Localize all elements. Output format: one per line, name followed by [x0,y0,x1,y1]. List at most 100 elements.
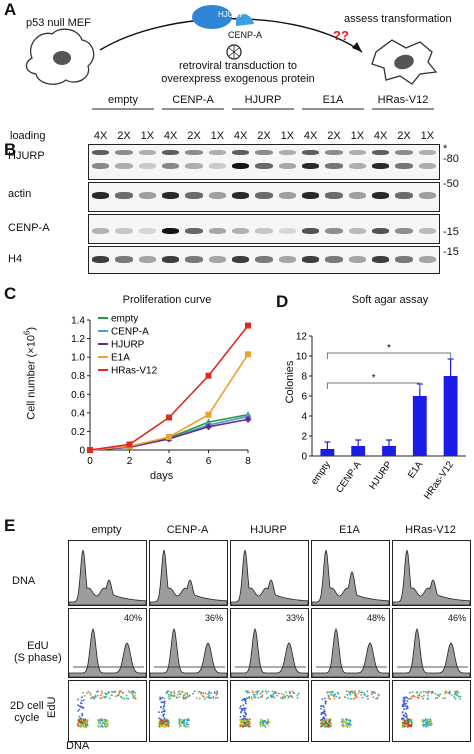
blot-marker-h4: -15 [443,246,459,258]
group-header-hras: HRas-V12 [377,94,429,106]
proliferation-title: Proliferation curve [122,294,212,306]
blot-band [255,256,273,263]
data-point-hras-v12 [245,322,251,329]
blot-band [372,150,390,155]
blot-band [185,192,203,199]
panel-label-a: A [4,0,17,19]
facs-axis-y: EdU [46,696,58,718]
loading-label-lane: 2X [327,130,341,142]
transformation-caption: assess transformation [344,13,452,25]
softagar-ytick: 6 [301,392,307,403]
edu-histogram: 48% [311,608,390,678]
blot-band [348,163,366,169]
blot-band [232,150,250,155]
proliferation-ytick: 0.4 [71,408,85,419]
dna-histogram [230,540,309,606]
blot-band [348,192,366,199]
blot-band [418,150,436,155]
transduction-line-2: overexpress exogenous protein [161,73,315,85]
blot-band [302,192,320,199]
error-bar [355,439,362,452]
loading-label-lane: 4X [303,130,318,142]
blot-band [278,256,296,263]
proliferation-ytick: 0.8 [71,371,85,382]
significance-mark: * [387,343,391,354]
blot-band [395,256,413,263]
loading-label-lane: 2X [117,130,131,142]
blot-band [208,150,226,155]
loading-label-lane: 4X [233,130,248,142]
softagar-category-label: E1A [406,459,426,481]
blot-band [162,163,180,169]
softagar-ytick: 0 [301,452,307,463]
blot-label-h4: H4 [8,253,23,265]
blot-band [278,228,296,234]
blot-band [395,163,413,169]
blot-band [232,256,250,263]
blot-band [302,150,320,155]
proliferation-ytick: 0.6 [71,390,85,401]
cell-cycle-scatter [68,680,147,742]
dna-histogram [311,540,390,606]
blot-band [162,228,180,234]
data-point-hjurp [244,415,252,423]
edu-percent: 46% [447,613,466,623]
blot-band [208,228,226,234]
blot-band [302,228,320,234]
blot-band [348,256,366,263]
blot-band [92,228,110,234]
blot-marker-actin: -50 [443,178,459,190]
blot-label-actin: actin [8,188,32,200]
blot-band [115,150,133,155]
proliferation-ytick: 0 [79,446,85,457]
blot-band [302,163,320,169]
blot-band [162,192,180,199]
cell-cycle-scatter [311,680,390,742]
blot-band [92,163,110,169]
legend-entry: empty [111,314,138,325]
proliferation-ylabel-close: ) [25,326,38,331]
blot-band [185,256,203,263]
blot-marker-cenpa: -15 [443,226,459,238]
mef-nucleus [53,51,71,65]
blot-band [138,150,156,155]
blot-band [138,192,156,199]
blot-h4 [88,246,440,274]
blot-label-cenpa: CENP-A [8,222,50,234]
blot-band [395,228,413,234]
blot-band [302,256,320,263]
blot-band [348,228,366,234]
blot-band [208,192,226,199]
data-point-hjurp [205,423,212,431]
blot-marker-hjurp: -80 [443,153,459,165]
loading-label: loading [10,130,46,142]
cell-cycle-scatter [392,680,471,742]
proliferation-xtick: 2 [127,456,133,467]
edu-percent: 36% [204,613,223,623]
blot-band [115,228,133,234]
facs-column-header: empty [91,524,122,536]
blot-band [255,163,273,169]
loading-label-lane: 2X [397,130,411,142]
blot-band [278,163,296,169]
blot-band [325,163,343,169]
proliferation-chart: 0 0.2 0.4 0.6 0.8 1.0 1.2 1.4 0 2 4 6 8 empty CENP-A HJ… [71,314,252,467]
data-point-e1a [205,411,212,418]
blot-band [372,192,390,199]
loading-label-lane: 4X [163,130,178,142]
series-line-cenp-a [89,415,249,451]
blot-band [372,228,390,234]
question-marks: ?? [333,28,349,43]
softagar-category-label: empty [309,459,333,487]
edu-histogram: 40% [68,608,147,678]
blot-band [255,228,273,234]
blot-band [138,256,156,263]
blot-label-hjurp: HJURP [8,150,45,162]
legend-entry: CENP-A [111,327,149,338]
loading-label-lane: 4X [93,130,108,142]
loading-label-lane: 1X [420,130,435,142]
edu-percent: 48% [366,613,385,623]
facs-column-header: HRas-V12 [405,524,456,536]
blot-band [185,150,203,155]
cell-cycle-scatter [230,680,309,742]
